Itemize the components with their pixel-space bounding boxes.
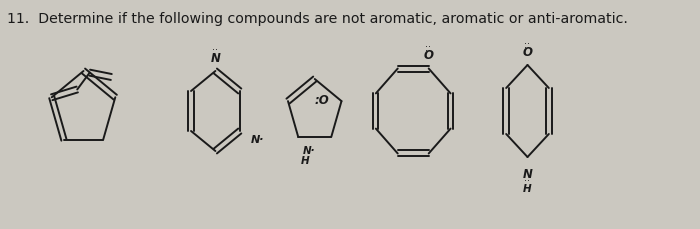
- Text: ··: ··: [425, 46, 430, 56]
- Text: H: H: [301, 155, 309, 165]
- Text: :O: :O: [314, 93, 329, 106]
- Text: N: N: [211, 51, 220, 64]
- Text: ··: ··: [524, 43, 530, 53]
- Text: N: N: [523, 167, 533, 180]
- Text: ··: ··: [211, 45, 218, 55]
- Text: ··: ··: [524, 39, 530, 49]
- Text: O: O: [522, 45, 533, 58]
- Text: N·: N·: [251, 134, 264, 144]
- Text: ··: ··: [524, 175, 530, 185]
- Text: N·: N·: [302, 145, 315, 155]
- Text: ··: ··: [425, 42, 430, 52]
- Text: H: H: [523, 183, 532, 193]
- Text: O: O: [424, 49, 434, 62]
- Text: 11.  Determine if the following compounds are not aromatic, aromatic or anti-aro: 11. Determine if the following compounds…: [7, 12, 628, 26]
